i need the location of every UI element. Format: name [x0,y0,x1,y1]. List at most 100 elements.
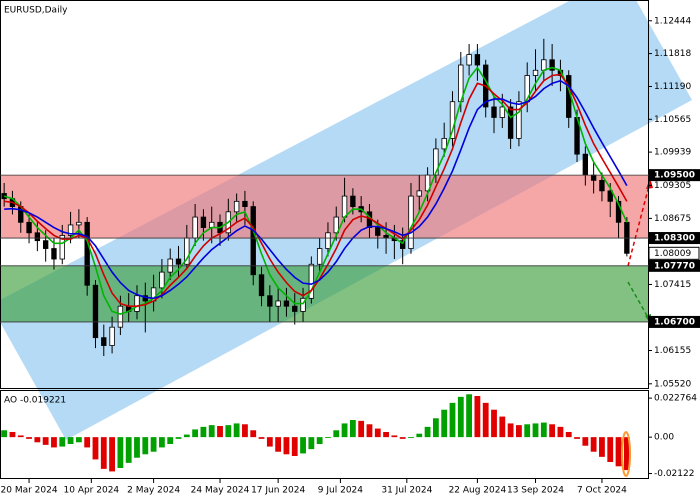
candle-body [615,200,622,223]
ao-bar [582,437,589,446]
candle-body [399,240,406,249]
candle-body [26,221,32,234]
ao-tick-label: 0.022764 [654,394,697,404]
ao-bar [67,437,74,444]
x-tick-label: 7 Oct 2024 [577,486,627,496]
ao-title: AO -0.019221 [4,396,66,406]
ao-bar [349,420,356,438]
y-tick-label: 1.06155 [654,346,691,356]
ao-bar [217,426,223,438]
ao-bar [92,437,99,460]
ao-bar [266,437,273,447]
ao-bar [366,424,373,438]
candle-body [42,240,49,249]
level-label: 1.07770 [654,261,695,271]
candle-body [59,235,65,260]
main-panel-border [0,0,649,389]
ao-bar [258,437,265,439]
candle-body [275,300,281,307]
y-tick-label: 1.12444 [654,16,691,26]
ao-bar [26,437,32,439]
level-label: 1.06700 [654,317,695,327]
y-tick-label: 1.11818 [654,49,691,59]
ao-bar [399,437,406,439]
title-bg [2,3,88,17]
ao-bar [242,424,248,438]
candle-body [325,232,331,249]
candle-body [109,326,115,346]
ao-bar [449,402,456,438]
ao-bar [283,437,290,455]
candle-body [599,179,605,192]
ao-bar [109,437,115,472]
ao-bar [42,437,49,445]
candle-body [499,106,505,118]
x-tick-label: 2 May 2024 [127,486,180,496]
ao-bar [358,420,365,438]
ao-panel-border [0,390,649,479]
ao-bar [9,432,16,438]
candle-body [474,54,481,66]
ao-bar [383,432,389,438]
ao-bar [17,435,24,438]
ao-bar [466,394,473,438]
ao-bar [374,428,381,438]
ao-bar [192,429,199,438]
price-tag: 1.08009 [654,249,691,259]
candle-body [134,295,140,312]
level-label: 1.08300 [654,234,695,244]
candle-body [300,297,306,312]
chart-title: EURUSD,Daily [4,6,68,16]
ao-bar [158,437,165,448]
y-tick-label: 1.09305 [654,181,691,191]
up-arrow-head [646,178,653,189]
x-tick-label: 24 May 2024 [191,486,250,496]
ao-bar [607,437,614,462]
ao-bar [549,424,556,438]
zones [0,175,649,322]
x-tick-label: 9 Jul 2024 [318,486,363,496]
candle-body [117,305,124,328]
x-tick-label: 22 Aug 2024 [449,486,507,496]
candle-body [541,59,547,71]
candle-body [267,295,273,307]
candle-body [67,224,74,236]
ao-bar [457,396,464,438]
ao-bar [134,437,140,458]
candle-body [341,195,348,218]
ao-bar [84,437,91,448]
ao-bar [540,422,547,438]
x-tick-label: 31 Jul 2024 [381,486,432,496]
ao-bar [408,437,414,438]
ao-bar [175,437,182,439]
ao-bar [532,423,539,438]
x-tick-label: 13 Sep 2024 [507,486,564,496]
ao-bar [51,437,57,448]
candle-body [582,153,589,176]
ao-bar [615,437,622,467]
ao-bar [474,396,481,438]
level-label-bg [649,232,700,245]
ao-bar [291,437,298,456]
ao-bar [507,423,514,438]
candle-body [250,206,256,276]
ao-bar [499,416,506,438]
candle-body [192,216,198,239]
ao-bar [117,437,124,468]
candle-body [101,337,107,346]
y-tick-label: 1.09939 [654,148,691,158]
candle-body [466,54,472,66]
ao-highlight [621,431,631,477]
x-tick-label: 10 Apr 2024 [64,486,120,496]
candle-body [175,258,182,265]
ao-bar [34,437,41,443]
level-label: 1.09500 [654,171,695,181]
down-arrow [627,281,651,322]
candle-body [549,59,555,71]
ao-bar [432,418,439,438]
candle-body [441,138,447,150]
ao-bar [599,437,605,457]
candle-body [242,200,248,207]
